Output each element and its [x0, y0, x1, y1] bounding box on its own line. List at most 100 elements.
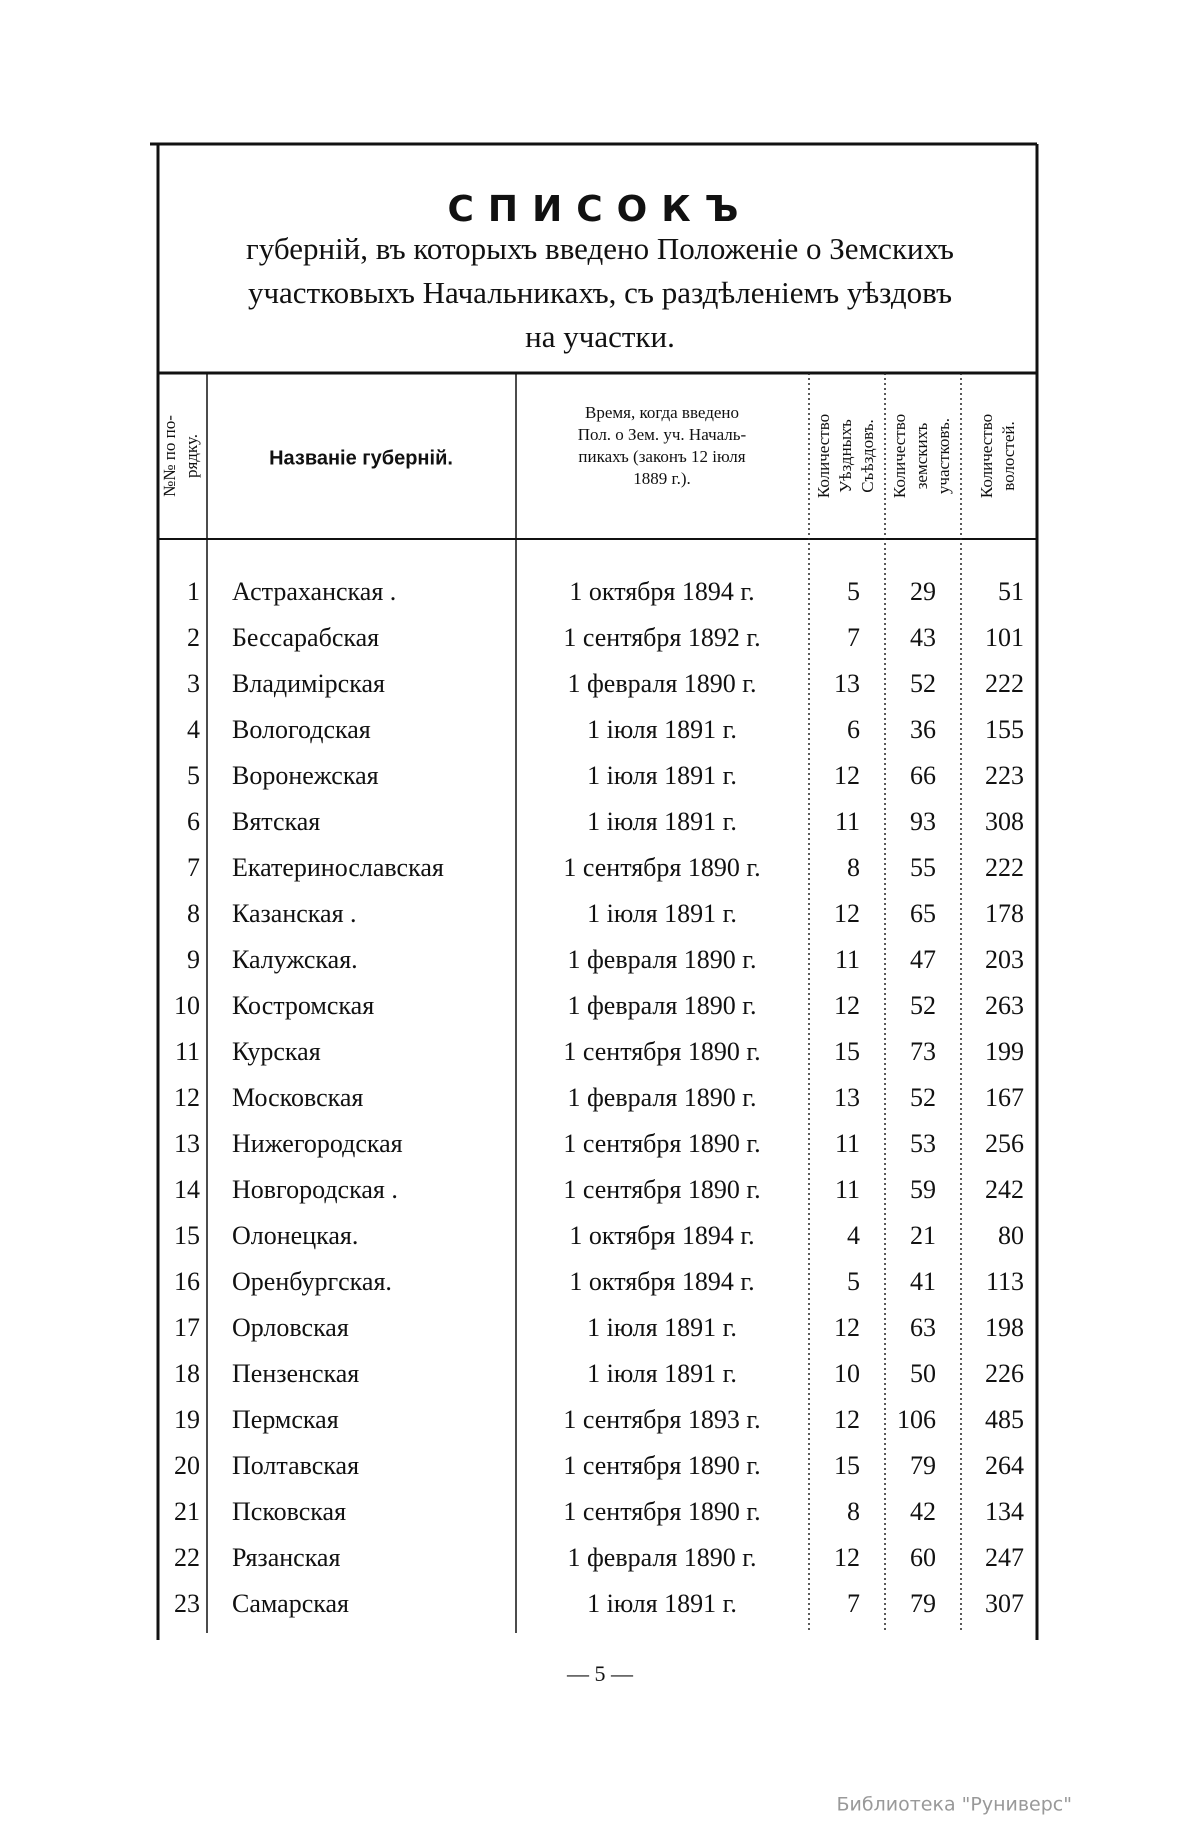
table-cell: 11 — [835, 807, 860, 836]
table-cell: 79 — [910, 1589, 936, 1618]
table-cell: 1 сентября 1890 г. — [563, 1497, 760, 1526]
table-cell: 12 — [174, 1083, 200, 1112]
table-cell: 52 — [910, 991, 936, 1020]
title: СПИСОКЪ — [448, 189, 753, 230]
table-cell: 1 октября 1894 г. — [569, 577, 754, 606]
table-cell: 15 — [174, 1221, 200, 1250]
table-cell: Пермская — [232, 1405, 339, 1434]
table-cell: 12 — [834, 1313, 860, 1342]
table-cell: 1 іюля 1891 г. — [587, 715, 737, 744]
column-header: 1889 г.). — [633, 469, 690, 488]
table-cell: 264 — [985, 1451, 1024, 1480]
table-cell: 16 — [174, 1267, 200, 1296]
table-cell: 60 — [910, 1543, 936, 1572]
column-header: Пол. о Зем. уч. Началь- — [578, 425, 747, 444]
table-cell: 1 іюля 1891 г. — [587, 1359, 737, 1388]
table-cell: 42 — [910, 1497, 936, 1526]
table-cell: 29 — [910, 577, 936, 606]
table-cell: 11 — [175, 1037, 200, 1066]
table-cell: 11 — [835, 1175, 860, 1204]
table-cell: 15 — [834, 1451, 860, 1480]
table-cell: 5 — [847, 1267, 860, 1296]
table-cell: 8 — [847, 1497, 860, 1526]
column-header: Количество — [890, 414, 909, 498]
table-cell: Костромская — [232, 991, 374, 1020]
table-cell: 167 — [985, 1083, 1024, 1112]
table-cell: 50 — [910, 1359, 936, 1388]
subtitle-line: на участки. — [525, 319, 675, 354]
table-cell: 223 — [985, 761, 1024, 790]
table-cell: 43 — [910, 623, 936, 652]
table-cell: 22 — [174, 1543, 200, 1572]
table-cell: Бессарабская — [232, 623, 379, 652]
table-cell: 4 — [847, 1221, 860, 1250]
table-cell: 12 — [834, 761, 860, 790]
table-cell: 12 — [834, 1405, 860, 1434]
subtitle-line: участковыхъ Начальникахъ, съ раздѣленіем… — [248, 275, 952, 310]
table-cell: Орловская — [232, 1313, 349, 1342]
table-cell: 307 — [985, 1589, 1024, 1618]
table-cell: 8 — [847, 853, 860, 882]
table-cell: 1 сентября 1890 г. — [563, 1129, 760, 1158]
table-cell: 7 — [847, 623, 860, 652]
table-cell: 222 — [985, 669, 1024, 698]
table-cell: 308 — [985, 807, 1024, 836]
table-cell: 55 — [910, 853, 936, 882]
table-cell: Оренбургская. — [232, 1267, 392, 1296]
table-cell: 178 — [985, 899, 1024, 928]
table-cell: Казанская . — [232, 899, 357, 928]
table-cell: 23 — [174, 1589, 200, 1618]
table-cell: 134 — [985, 1497, 1024, 1526]
table-cell: 1 октября 1894 г. — [569, 1221, 754, 1250]
table-cell: Екатеринославская — [232, 853, 444, 882]
table-cell: Московская — [232, 1083, 363, 1112]
table-cell: 15 — [834, 1037, 860, 1066]
column-header: Количество — [814, 414, 833, 498]
table-cell: 18 — [174, 1359, 200, 1388]
table-cell: 10 — [834, 1359, 860, 1388]
table-cell: Самарская — [232, 1589, 349, 1618]
table-cell: 1 іюля 1891 г. — [587, 1589, 737, 1618]
table-cell: 13 — [174, 1129, 200, 1158]
table-cell: 1 февраля 1890 г. — [567, 1083, 756, 1112]
table-cell: Курская — [232, 1037, 321, 1066]
table-cell: Олонецкая. — [232, 1221, 358, 1250]
table-cell: 263 — [985, 991, 1024, 1020]
table-cell: Воронежская — [232, 761, 379, 790]
column-header: участковъ. — [934, 418, 953, 494]
table-cell: Нижегородская — [232, 1129, 403, 1158]
table-cell: 13 — [834, 669, 860, 698]
table-cell: 12 — [834, 1543, 860, 1572]
table-cell: 41 — [910, 1267, 936, 1296]
table-cell: Астраханская . — [232, 577, 396, 606]
watermark: Библиотека "Руниверс" — [837, 1794, 1072, 1816]
table-cell: 11 — [835, 1129, 860, 1158]
table-cell: Псковская — [232, 1497, 346, 1526]
table-cell: 66 — [910, 761, 936, 790]
table-cell: 2 — [187, 623, 200, 652]
column-header: Названіе губерній. — [269, 447, 453, 469]
table-cell: 1 февраля 1890 г. — [567, 945, 756, 974]
table-cell: 8 — [187, 899, 200, 928]
table-cell: 1 сентября 1890 г. — [563, 1175, 760, 1204]
table-cell: 1 сентября 1893 г. — [563, 1405, 760, 1434]
table-cell: 256 — [985, 1129, 1024, 1158]
table-cell: 3 — [187, 669, 200, 698]
table-cell: 1 іюля 1891 г. — [587, 1313, 737, 1342]
table-cell: Новгородская . — [232, 1175, 398, 1204]
table-cell: 198 — [985, 1313, 1024, 1342]
column-header: пикахъ (законъ 12 іюля — [578, 447, 745, 466]
table-cell: 485 — [985, 1405, 1024, 1434]
table-cell: 106 — [897, 1405, 936, 1434]
table-cell: 11 — [835, 945, 860, 974]
table-cell: Полтавская — [232, 1451, 359, 1480]
table-cell: 7 — [847, 1589, 860, 1618]
table-cell: 53 — [910, 1129, 936, 1158]
column-header: волостей. — [999, 421, 1018, 490]
table-cell: 80 — [998, 1221, 1024, 1250]
table-cell: 1 октября 1894 г. — [569, 1267, 754, 1296]
column-header: Уѣздныхъ — [836, 419, 855, 493]
table-cell: 63 — [910, 1313, 936, 1342]
table-cell: 79 — [910, 1451, 936, 1480]
